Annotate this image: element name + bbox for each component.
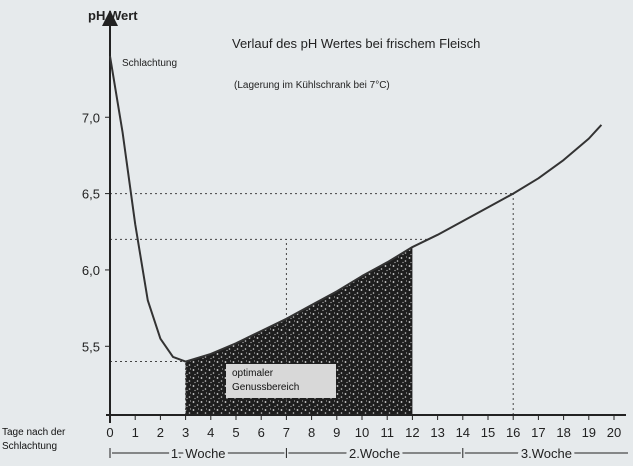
x-tick-label: 17: [531, 425, 545, 440]
ph-curve: [109, 56, 603, 363]
label-holder: optimaler Genussbereich: [232, 368, 300, 393]
x-tick-label: 1: [132, 425, 139, 440]
x-tick-label: 14: [456, 425, 470, 440]
chart-subtitle: (Lagerung im Kühlschrank bei 7°C): [234, 80, 390, 91]
x-tick-label: 10: [355, 425, 369, 440]
week-label: 2.Woche: [349, 446, 400, 461]
y-tick-label: 5,5: [82, 339, 100, 354]
x-tick-label: 13: [430, 425, 444, 440]
y-tick-label: 7,0: [82, 110, 100, 125]
x-tick-label: 15: [481, 425, 495, 440]
annotation: Schlachtung: [122, 58, 177, 69]
week-label: 1. Woche: [171, 446, 226, 461]
x-label-holder: Tage nach der Schlachtung: [2, 427, 66, 452]
y-tick-label: 6,0: [82, 263, 100, 278]
x-tick-label: 4: [207, 425, 214, 440]
x-tick-label: 9: [333, 425, 340, 440]
x-tick-label: 12: [405, 425, 419, 440]
x-tick-label: 19: [582, 425, 596, 440]
x-tick-label: 2: [157, 425, 164, 440]
x-tick-label: 8: [308, 425, 315, 440]
x-axis-label: Tage nach der Schlachtung: [2, 427, 66, 452]
week-label: 3.Woche: [521, 446, 572, 461]
x-tick-label: 5: [232, 425, 239, 440]
x-tick-label: 0: [106, 425, 113, 440]
x-tick-label: 11: [380, 425, 394, 440]
x-tick-label: 7: [283, 425, 290, 440]
annotation: optimaler Genussbereich: [232, 368, 300, 393]
x-tick-label: 20: [607, 425, 621, 440]
y-axis-label: pH Wert: [88, 8, 138, 23]
chart-title: Verlauf des pH Wertes bei frischem Fleis…: [232, 36, 480, 51]
x-tick-label: 3: [182, 425, 189, 440]
label-box: [226, 364, 336, 398]
x-tick-label: 16: [506, 425, 520, 440]
x-tick-label: 6: [258, 425, 265, 440]
x-tick-label: 18: [556, 425, 570, 440]
y-tick-label: 6,5: [82, 187, 100, 202]
